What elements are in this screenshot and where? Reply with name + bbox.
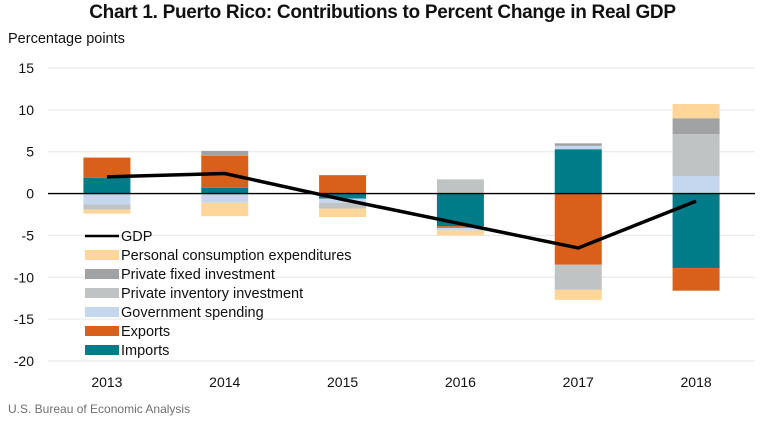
legend-swatch-government-spending: [85, 307, 119, 317]
bar-imports-2017: [554, 149, 602, 194]
y-tick-label: 15: [18, 60, 34, 76]
y-tick-label: -5: [22, 227, 35, 243]
bar-private-inventory-investment-2018: [672, 134, 720, 176]
legend-label: Private fixed investment: [121, 267, 275, 283]
y-axis-label: Percentage points: [8, 31, 125, 47]
y-tick-label: -20: [14, 353, 34, 369]
bar-exports-2015: [319, 175, 367, 194]
bar-exports-2016: [436, 226, 484, 228]
bar-government-spending-2016: [436, 227, 484, 231]
legend-label: GDP: [121, 229, 152, 245]
bar-private-fixed-investment-2018: [672, 118, 720, 135]
chart-title: Chart 1. Puerto Rico: Contributions to P…: [89, 2, 676, 23]
gdp-series-line: [106, 171, 697, 250]
legend-swatch-private-inventory-investment: [85, 288, 119, 298]
x-tick-label: 2014: [209, 374, 240, 390]
y-ticks: 15 10 5 0 -5 -10 -15 -20: [14, 60, 34, 369]
bar-government-spending-2014: [201, 193, 249, 203]
y-tick-label: 10: [18, 102, 34, 118]
bar-imports-2014: [201, 187, 249, 194]
y-tick-label: 5: [26, 144, 34, 160]
bar-imports-2018: [672, 193, 720, 269]
bar-personal-consumption-expenditures-2016: [436, 230, 484, 236]
y-tick-label: -10: [14, 269, 34, 285]
y-tick-label: -15: [14, 311, 34, 327]
bar-imports-2013: [83, 177, 131, 194]
x-tick-label: 2017: [563, 374, 594, 390]
bar-private-inventory-investment-2013: [83, 204, 131, 210]
x-tick-label: 2015: [327, 374, 358, 390]
legend-swatch-imports: [85, 345, 119, 355]
gdp-line: [106, 171, 697, 250]
gridlines: [48, 67, 755, 362]
y-tick-label: 0: [26, 186, 34, 202]
bar-personal-consumption-expenditures-2015: [319, 208, 367, 218]
legend-label: Government spending: [121, 305, 264, 321]
x-tick-label: 2018: [681, 374, 712, 390]
legend-label: Private inventory investment: [121, 286, 303, 302]
legend-label: Personal consumption expenditures: [121, 248, 352, 264]
bar-government-spending-2018: [672, 175, 720, 194]
source-note: U.S. Bureau of Economic Analysis: [8, 402, 191, 416]
bar-government-spending-2017: [554, 145, 602, 150]
bar-exports-2018: [672, 268, 720, 291]
bar-private-inventory-investment-2017: [554, 264, 602, 290]
legend-label: Imports: [121, 343, 169, 359]
legend: GDP Personal consumption expenditures Priv…: [85, 229, 352, 359]
bar-private-inventory-investment-2016: [436, 179, 484, 194]
bar-private-fixed-investment-2014: [201, 150, 249, 156]
x-ticks: 2013 2014 2015 2016 2017 2018: [91, 374, 712, 390]
legend-swatch-exports: [85, 326, 119, 336]
x-tick-label: 2013: [91, 374, 122, 390]
legend-swatch-personal-consumption-expenditures: [85, 250, 119, 260]
bar-personal-consumption-expenditures-2014: [201, 202, 249, 217]
bar-imports-2015: [319, 193, 367, 199]
bar-personal-consumption-expenditures-2018: [672, 103, 720, 119]
bar-exports-2017: [554, 193, 602, 265]
bar-government-spending-2013: [83, 193, 131, 205]
bar-private-fixed-investment-2017: [554, 143, 602, 146]
bar-exports-2013: [83, 157, 131, 178]
legend-label: Exports: [121, 324, 170, 340]
legend-swatch-private-fixed-investment: [85, 269, 119, 279]
x-tick-label: 2016: [445, 374, 476, 390]
bar-personal-consumption-expenditures-2013: [83, 209, 131, 214]
bar-private-inventory-investment-2015: [319, 202, 367, 209]
bar-personal-consumption-expenditures-2017: [554, 289, 602, 300]
